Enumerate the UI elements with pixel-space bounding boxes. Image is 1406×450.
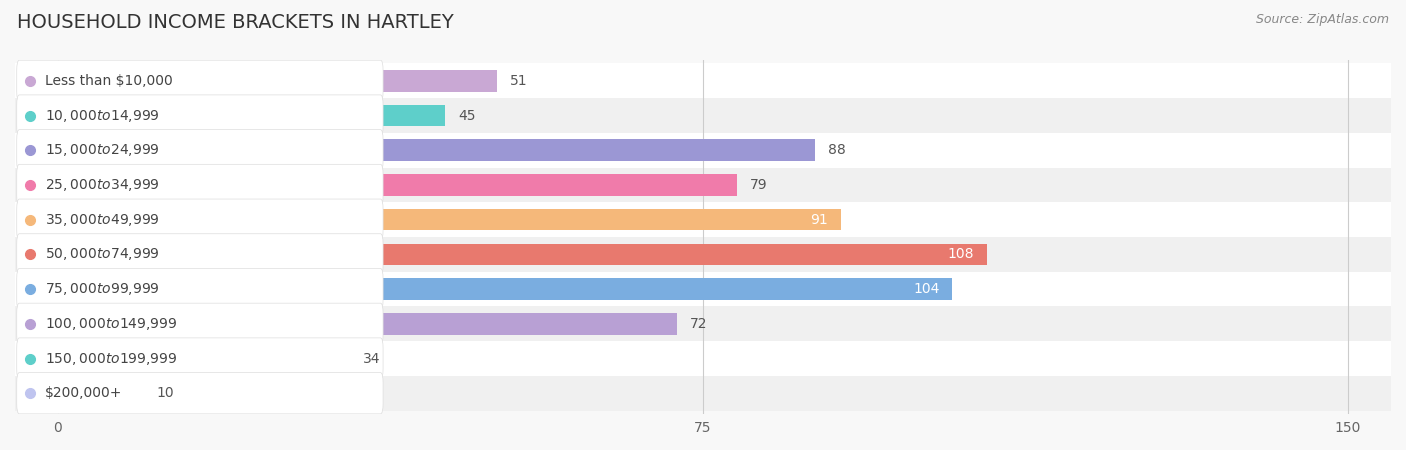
FancyBboxPatch shape xyxy=(17,303,382,344)
Bar xyxy=(58,140,815,161)
Bar xyxy=(15,133,1391,167)
Text: 79: 79 xyxy=(751,178,768,192)
Text: $25,000 to $34,999: $25,000 to $34,999 xyxy=(45,177,160,193)
Text: $50,000 to $74,999: $50,000 to $74,999 xyxy=(45,247,160,262)
FancyBboxPatch shape xyxy=(17,234,382,275)
Bar xyxy=(15,341,1391,376)
Text: $15,000 to $24,999: $15,000 to $24,999 xyxy=(45,142,160,158)
FancyBboxPatch shape xyxy=(17,130,382,171)
Bar xyxy=(15,167,1391,202)
Text: $200,000+: $200,000+ xyxy=(45,386,122,400)
Bar xyxy=(58,313,678,334)
Bar xyxy=(58,348,350,369)
Bar xyxy=(58,279,952,300)
Bar xyxy=(15,202,1391,237)
Text: 45: 45 xyxy=(458,108,475,122)
Text: $100,000 to $149,999: $100,000 to $149,999 xyxy=(45,316,177,332)
FancyBboxPatch shape xyxy=(17,164,382,206)
Bar xyxy=(15,272,1391,306)
Bar xyxy=(15,237,1391,272)
Text: 104: 104 xyxy=(912,282,939,296)
Text: $10,000 to $14,999: $10,000 to $14,999 xyxy=(45,108,160,124)
FancyBboxPatch shape xyxy=(17,95,382,136)
Text: 72: 72 xyxy=(690,317,707,331)
Bar xyxy=(58,243,987,265)
Text: HOUSEHOLD INCOME BRACKETS IN HARTLEY: HOUSEHOLD INCOME BRACKETS IN HARTLEY xyxy=(17,14,454,32)
Bar xyxy=(58,382,143,404)
Text: 108: 108 xyxy=(948,248,974,261)
Bar xyxy=(15,306,1391,341)
Text: 34: 34 xyxy=(363,351,381,365)
Text: $150,000 to $199,999: $150,000 to $199,999 xyxy=(45,351,177,366)
Text: 51: 51 xyxy=(509,74,527,88)
Bar xyxy=(58,209,841,230)
FancyBboxPatch shape xyxy=(17,60,382,101)
Text: 10: 10 xyxy=(157,386,174,400)
Bar xyxy=(15,376,1391,410)
Text: $35,000 to $49,999: $35,000 to $49,999 xyxy=(45,212,160,228)
Text: 88: 88 xyxy=(828,143,845,157)
Text: 91: 91 xyxy=(810,213,828,227)
Bar xyxy=(15,98,1391,133)
Bar xyxy=(15,63,1391,98)
Text: $75,000 to $99,999: $75,000 to $99,999 xyxy=(45,281,160,297)
Bar xyxy=(58,70,496,92)
Bar xyxy=(58,105,446,126)
FancyBboxPatch shape xyxy=(17,338,382,379)
FancyBboxPatch shape xyxy=(17,269,382,310)
Text: Source: ZipAtlas.com: Source: ZipAtlas.com xyxy=(1256,14,1389,27)
Text: Less than $10,000: Less than $10,000 xyxy=(45,74,173,88)
Bar xyxy=(58,174,737,196)
FancyBboxPatch shape xyxy=(17,373,382,414)
FancyBboxPatch shape xyxy=(17,199,382,240)
